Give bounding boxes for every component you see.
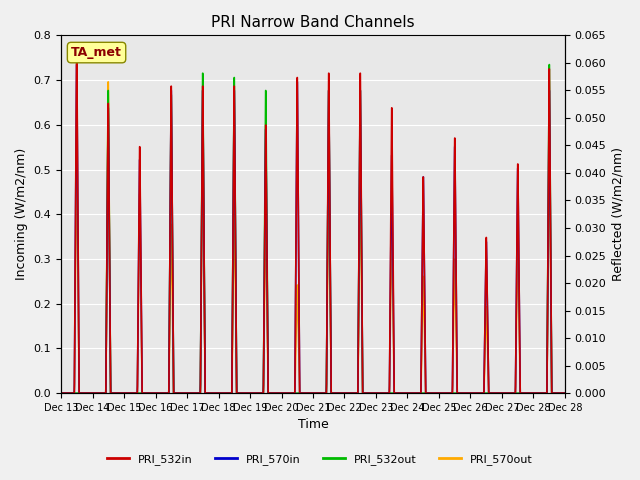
PRI_532out bbox=[57, 390, 65, 396]
PRI_532in bbox=[454, 390, 461, 396]
PRI_532in bbox=[57, 390, 65, 396]
PRI_570in bbox=[561, 390, 569, 396]
PRI_532in bbox=[161, 390, 168, 396]
PRI_532in bbox=[73, 45, 81, 50]
PRI_570out bbox=[422, 390, 429, 396]
PRI_570out bbox=[104, 79, 112, 85]
PRI_532in bbox=[556, 390, 563, 396]
PRI_532out bbox=[161, 390, 168, 396]
PRI_570out bbox=[378, 390, 385, 396]
PRI_570in bbox=[378, 390, 385, 396]
PRI_570in bbox=[484, 354, 492, 360]
PRI_570in bbox=[556, 390, 563, 396]
PRI_570in bbox=[57, 390, 65, 396]
PRI_532in bbox=[561, 390, 569, 396]
PRI_570in bbox=[454, 390, 461, 396]
Title: PRI Narrow Band Channels: PRI Narrow Band Channels bbox=[211, 15, 415, 30]
Line: PRI_532out: PRI_532out bbox=[61, 65, 565, 393]
PRI_532out bbox=[556, 390, 563, 396]
PRI_570out bbox=[454, 390, 461, 396]
Line: PRI_570out: PRI_570out bbox=[61, 82, 565, 393]
PRI_532out bbox=[484, 390, 492, 396]
PRI_570out bbox=[57, 390, 65, 396]
Line: PRI_532in: PRI_532in bbox=[61, 48, 565, 393]
PRI_570out bbox=[561, 390, 569, 396]
PRI_532out bbox=[378, 390, 385, 396]
Y-axis label: Incoming (W/m2/nm): Incoming (W/m2/nm) bbox=[15, 148, 28, 280]
PRI_570in bbox=[73, 62, 81, 68]
PRI_532in bbox=[422, 390, 429, 396]
Text: TA_met: TA_met bbox=[71, 46, 122, 59]
Line: PRI_570in: PRI_570in bbox=[61, 65, 565, 393]
PRI_570out bbox=[161, 390, 168, 396]
Y-axis label: Reflected (W/m2/nm): Reflected (W/m2/nm) bbox=[612, 147, 625, 281]
PRI_532out bbox=[422, 390, 429, 396]
PRI_570out bbox=[484, 370, 492, 375]
PRI_532in bbox=[484, 353, 492, 359]
PRI_570out bbox=[556, 390, 563, 396]
PRI_570in bbox=[422, 390, 429, 396]
Legend: PRI_532in, PRI_570in, PRI_532out, PRI_570out: PRI_532in, PRI_570in, PRI_532out, PRI_57… bbox=[102, 450, 538, 469]
PRI_532out bbox=[545, 62, 553, 68]
PRI_532out bbox=[561, 390, 569, 396]
PRI_532out bbox=[454, 390, 461, 396]
PRI_532in bbox=[378, 390, 385, 396]
X-axis label: Time: Time bbox=[298, 419, 328, 432]
PRI_570in bbox=[161, 390, 168, 396]
